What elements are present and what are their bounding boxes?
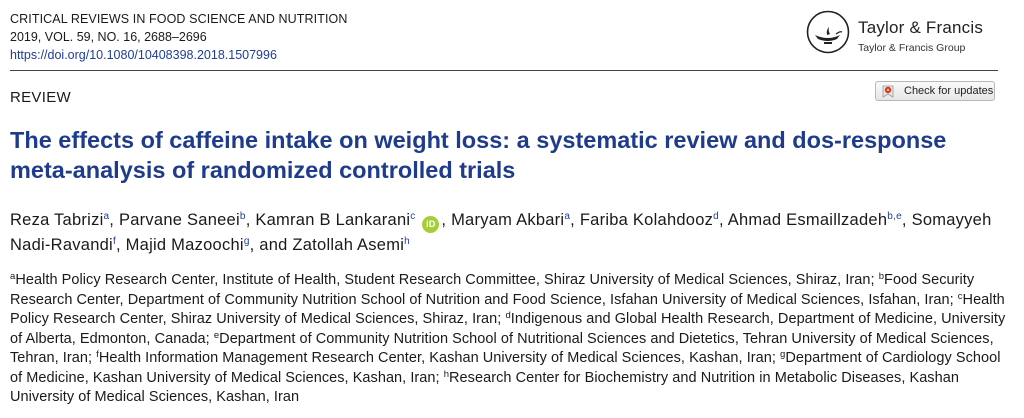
publisher-group: Taylor & Francis Group	[858, 42, 966, 54]
orcid-icon[interactable]: iD	[422, 216, 440, 233]
author-separator: ,	[245, 211, 256, 229]
lamp-logo-icon	[806, 10, 850, 54]
author-affil-sup[interactable]: b,e	[887, 211, 902, 222]
publisher-name: Taylor & Francis	[858, 18, 984, 37]
author-affil-sup[interactable]: a	[564, 211, 571, 222]
check-updates-icon	[882, 85, 894, 98]
author-name: Ahmad Esmaillzadeh	[727, 211, 888, 229]
affil-marker: b	[878, 271, 885, 282]
author-separator: ,	[570, 211, 580, 229]
author-name: Reza Tabrizi	[10, 211, 104, 229]
author-name: Somayyeh Nadi-Ravandi	[10, 211, 992, 254]
journal-header: CRITICAL REVIEWS IN FOOD SCIENCE AND NUT…	[10, 10, 348, 64]
check-for-updates-button[interactable]: Check for updates	[875, 81, 995, 101]
affil-marker: e	[213, 329, 220, 341]
author-affil-sup[interactable]: h	[404, 236, 410, 247]
author-affil-sup[interactable]: b	[239, 211, 246, 222]
author-separator: ,	[109, 211, 119, 229]
author-separator: ,	[901, 211, 912, 229]
author-separator: ,	[116, 236, 126, 254]
author-affil-sup[interactable]: c	[410, 211, 416, 222]
affil-marker: h	[443, 368, 450, 380]
affil-text: Indigenous and Global Health Research, D…	[10, 311, 1006, 347]
article-title: The effects of caffeine intake on weight…	[10, 127, 947, 183]
affil-text: Research Center for Biochemistry and Nut…	[10, 369, 959, 406]
header-divider	[10, 70, 998, 71]
author-affil-sup[interactable]: d	[713, 211, 719, 222]
author-name: Fariba Kolahdooz	[579, 211, 714, 229]
author-name: Majid Mazoochi	[125, 236, 244, 254]
author-separator: ,	[441, 211, 452, 229]
author-name: Parvane Saneei	[118, 211, 240, 229]
author-separator	[416, 211, 421, 229]
affiliations: aHealth Policy Research Center, Institut…	[10, 271, 1008, 408]
author-separator: ,	[718, 211, 728, 229]
affil-marker: d	[505, 310, 511, 321]
author-name: Zatollah Asemi	[292, 236, 405, 254]
check-updates-label: Check for updates	[904, 85, 994, 97]
affil-marker: g	[780, 349, 786, 360]
author-separator: , and	[249, 236, 293, 254]
affil-marker: f	[96, 349, 99, 360]
affil-marker: a	[10, 271, 16, 282]
author-affil-sup[interactable]: g	[243, 236, 250, 247]
author-affil-sup[interactable]: f	[112, 236, 116, 247]
journal-citation: 2019, VOL. 59, NO. 16, 2688–2696	[10, 30, 207, 44]
affil-marker: c	[957, 290, 963, 302]
section-label: REVIEW	[10, 89, 71, 106]
author-name: Kamran B Lankarani	[255, 211, 411, 229]
journal-name: CRITICAL REVIEWS IN FOOD SCIENCE AND NUT…	[10, 12, 348, 26]
author-affil-sup[interactable]: a	[103, 211, 110, 222]
author-name: Maryam Akbari	[451, 211, 565, 229]
author-list: Reza Tabrizia, Parvane Saneeib, Kamran B…	[10, 208, 1000, 258]
affil-text: Department of Cardiology School of Medic…	[10, 350, 1001, 386]
doi-link[interactable]: https://doi.org/10.1080/10408398.2018.15…	[10, 48, 277, 62]
affil-text: Food Security Research Center, Departmen…	[10, 272, 975, 308]
affil-text: Health Policy Research Center, Institute…	[15, 272, 879, 288]
affil-text: Department of Community Nutrition School…	[10, 330, 994, 367]
affil-text: Health Policy Research Center, Shiraz Un…	[10, 291, 1005, 328]
affil-text: Health Information Management Research C…	[98, 350, 781, 366]
